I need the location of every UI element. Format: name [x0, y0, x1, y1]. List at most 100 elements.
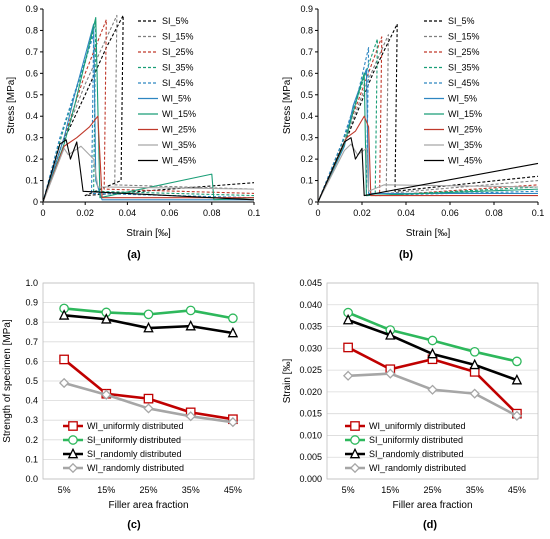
legend-label: SI_5%	[448, 16, 475, 26]
legend-label: SI_25%	[162, 47, 194, 57]
y-tick-label: 0.035	[299, 322, 322, 332]
x-axis-label: Strain [‰]	[126, 228, 171, 239]
y-axis-label: Strength of specimen [MPa]	[2, 319, 13, 443]
data-point-marker	[228, 313, 238, 324]
legend-marker	[68, 421, 78, 431]
x-axis-label: Filler area fraction	[108, 500, 188, 511]
y-tick-label: 0.1	[25, 176, 38, 186]
legend-label: WI_25%	[162, 125, 196, 135]
panel-label: (d)	[423, 519, 437, 531]
y-tick-label: 0.3	[25, 133, 38, 143]
y-tick-label: 0	[308, 197, 313, 207]
legend-label: SI_45%	[448, 78, 480, 88]
y-axis-label: Strain [‰]	[282, 359, 293, 404]
x-tick-label: 0.1	[532, 208, 545, 218]
y-tick-label: 0.5	[300, 90, 313, 100]
legend-label: SI_45%	[162, 78, 194, 88]
legend-label: SI_25%	[448, 47, 480, 57]
legend-marker	[67, 462, 79, 474]
legend-label: WI_randomly distributed	[369, 463, 466, 473]
legend-marker	[350, 435, 360, 445]
data-point-marker	[58, 309, 70, 320]
series-line	[42, 23, 254, 203]
y-tick-label: 0.015	[299, 409, 322, 419]
data-point-marker	[469, 358, 480, 370]
legend-label: WI_25%	[448, 125, 482, 135]
legend-marker	[349, 462, 361, 474]
series-line	[317, 34, 539, 203]
x-tick-label: 15%	[381, 485, 399, 495]
x-tick-label: 0.02	[76, 208, 94, 218]
y-tick-label: 0.5	[25, 376, 38, 386]
legend-label: SI_35%	[162, 63, 194, 73]
data-point-marker	[143, 309, 154, 320]
legend-label: SI_uniformly distributed	[369, 435, 463, 445]
y-tick-label: 0.030	[299, 343, 322, 353]
y-tick-label: 0.1	[300, 176, 313, 186]
data-point-marker	[469, 346, 480, 357]
y-tick-label: 0.7	[25, 337, 38, 347]
y-tick-label: 0.040	[299, 300, 322, 310]
legend-marker	[350, 421, 360, 431]
y-tick-label: 0.4	[300, 111, 313, 121]
x-tick-label: 0.02	[353, 208, 371, 218]
series-line	[42, 17, 255, 203]
x-tick-label: 0.1	[248, 208, 261, 218]
x-tick-label: 35%	[182, 485, 200, 495]
legend-label: WI_15%	[448, 109, 482, 119]
x-tick-label: 0.08	[203, 208, 221, 218]
x-tick-label: 5%	[58, 485, 71, 495]
data-point-marker	[143, 403, 154, 414]
data-point-marker	[512, 356, 522, 367]
data-point-marker	[101, 389, 112, 400]
x-tick-label: 0.06	[161, 208, 179, 218]
panel-label: (b)	[399, 249, 413, 261]
data-point-marker	[185, 411, 196, 422]
legend-label: SI_15%	[448, 32, 480, 42]
legend-label: WI_35%	[162, 140, 196, 150]
legend-label: WI_randomly distributed	[87, 463, 184, 473]
data-point-marker	[385, 329, 396, 340]
y-tick-label: 0.010	[299, 430, 322, 440]
panel-label: (a)	[127, 249, 141, 261]
y-tick-label: 0.045	[299, 278, 322, 288]
y-tick-label: 0.8	[25, 25, 38, 35]
x-tick-label: 25%	[423, 485, 441, 495]
series-line	[42, 21, 255, 203]
y-tick-label: 1.0	[25, 278, 38, 288]
y-tick-label: 0.9	[300, 4, 313, 14]
y-tick-label: 0.2	[25, 154, 38, 164]
y-tick-label: 0.8	[300, 25, 313, 35]
y-tick-label: 0.6	[25, 68, 38, 78]
x-axis-label: Strain [‰]	[406, 228, 451, 239]
data-point-marker	[343, 342, 353, 353]
x-tick-label: 45%	[224, 485, 242, 495]
series-line	[317, 47, 539, 203]
legend-label: SI_randomly distributed	[87, 449, 182, 459]
y-tick-label: 0.0	[25, 474, 38, 484]
legend-label: WI_15%	[162, 109, 196, 119]
data-point-marker	[385, 368, 396, 379]
data-point-marker	[469, 388, 480, 399]
y-tick-label: 0.6	[300, 68, 313, 78]
series-line	[42, 34, 255, 203]
series-line	[42, 115, 254, 203]
legend-label: WI_5%	[162, 94, 191, 104]
data-point-marker	[101, 313, 112, 324]
series-line	[42, 145, 255, 203]
series-line	[42, 14, 255, 203]
data-point-marker	[59, 354, 69, 365]
data-point-marker	[227, 417, 239, 428]
y-tick-label: 0.020	[299, 387, 322, 397]
x-tick-label: 15%	[97, 485, 115, 495]
y-tick-label: 0.025	[299, 365, 322, 375]
y-tick-label: 0.9	[25, 4, 38, 14]
x-tick-label: 45%	[508, 485, 526, 495]
data-point-marker	[185, 305, 196, 316]
y-tick-label: 0	[33, 197, 38, 207]
y-tick-label: 0.6	[25, 356, 38, 366]
y-tick-label: 0.2	[300, 154, 313, 164]
data-point-marker	[342, 313, 354, 325]
y-tick-label: 0.000	[299, 474, 322, 484]
x-tick-label: 0.08	[485, 208, 503, 218]
